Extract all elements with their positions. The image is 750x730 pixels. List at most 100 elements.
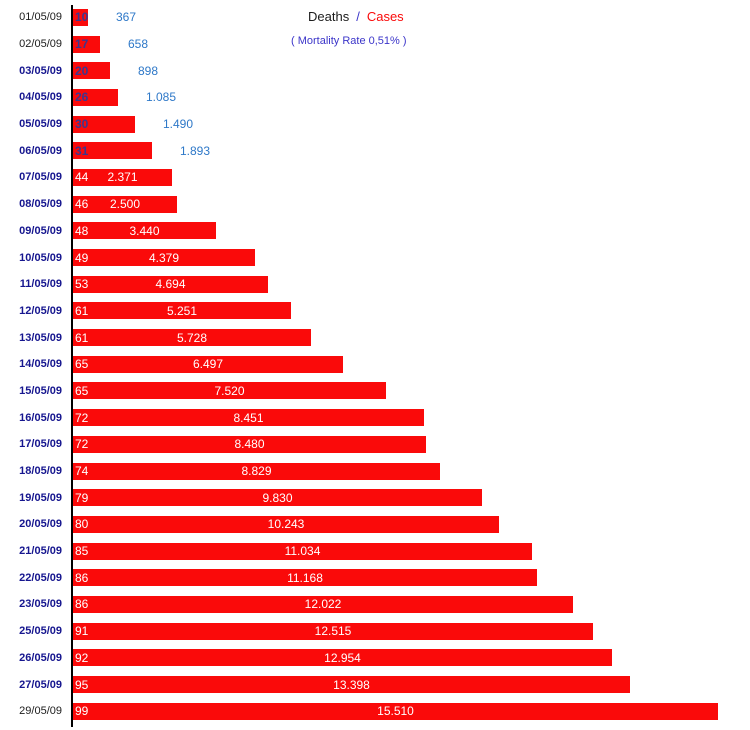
- chart-row: 10/05/09 49 4.379: [0, 244, 750, 271]
- cases-value: 12.515: [314, 624, 352, 639]
- cases-bar: 86 12.022: [73, 595, 573, 613]
- cases-bar: 91 12.515: [73, 622, 593, 640]
- deaths-value: 26: [75, 90, 89, 105]
- chart-legend: Deaths / Cases: [308, 9, 404, 24]
- deaths-value: 65: [75, 357, 89, 372]
- chart-row: 11/05/09 53 4.694: [0, 271, 750, 298]
- deaths-value: 72: [75, 437, 89, 452]
- chart-row: 03/05/09 20 898: [0, 57, 750, 84]
- cases-value: 5.728: [176, 330, 208, 345]
- cases-bar: 72 8.451: [73, 409, 424, 427]
- chart-rows: 01/05/09 10 367 02/05/09 17 658 03/05/09 20 898 0…: [0, 4, 750, 725]
- cases-bar: 10: [73, 8, 88, 26]
- chart-row: 23/05/09 86 12.022: [0, 591, 750, 618]
- deaths-value: 74: [75, 464, 89, 479]
- cases-value: 8.480: [234, 437, 265, 452]
- cases-value: 15.510: [377, 704, 414, 719]
- cases-value: 12.022: [304, 597, 342, 612]
- cases-value: 4.379: [148, 250, 180, 265]
- date-label: 11/05/09: [19, 278, 62, 291]
- date-label: 12/05/09: [19, 304, 62, 317]
- cases-value: 7.520: [214, 383, 245, 398]
- chart-row: 04/05/09 26 1.085: [0, 84, 750, 111]
- chart-row: 26/05/09 92 12.954: [0, 645, 750, 672]
- y-axis-line: [71, 5, 73, 727]
- chart-row: 16/05/09 72 8.451: [0, 404, 750, 431]
- deaths-value: 61: [75, 303, 89, 318]
- deaths-value: 46: [75, 197, 89, 212]
- cases-value: 5.251: [166, 303, 198, 318]
- deaths-value: 44: [75, 170, 89, 185]
- deaths-value: 86: [75, 570, 89, 585]
- date-label: 21/05/09: [19, 545, 62, 558]
- cases-bar: 92 12.954: [73, 649, 612, 667]
- cases-bar: 80 10.243: [73, 515, 499, 533]
- cases-bar: 61 5.251: [73, 302, 291, 320]
- cases-bar: 65 6.497: [73, 355, 343, 373]
- date-label: 22/05/09: [19, 571, 62, 584]
- cases-value: 13.398: [333, 677, 370, 692]
- deaths-value: 53: [75, 277, 89, 292]
- cases-value: 11.034: [284, 544, 321, 559]
- cases-bar: 20: [73, 62, 110, 80]
- deaths-value: 79: [75, 490, 89, 505]
- cases-value: 2.371: [107, 170, 138, 185]
- chart-row: 14/05/09 65 6.497: [0, 351, 750, 378]
- cases-value: 12.954: [324, 650, 361, 665]
- chart-row: 15/05/09 65 7.520: [0, 378, 750, 405]
- cases-value: 3.440: [129, 223, 160, 238]
- cases-bar: 95 13.398: [73, 676, 630, 694]
- cases-value: 1.893: [180, 143, 211, 158]
- cases-value: 1.490: [163, 117, 194, 132]
- cases-bar: 46 2.500: [73, 195, 177, 213]
- deaths-value: 86: [75, 597, 89, 612]
- cases-value: 8.451: [233, 410, 264, 425]
- legend-deaths-label: Deaths: [308, 9, 350, 24]
- date-label: 02/05/09: [19, 38, 62, 51]
- date-label: 14/05/09: [19, 358, 62, 371]
- cases-bar: 26: [73, 88, 118, 106]
- chart-row: 17/05/09 72 8.480: [0, 431, 750, 458]
- cases-bar: 86 11.168: [73, 569, 537, 587]
- chart-row: 21/05/09 85 11.034: [0, 538, 750, 565]
- chart-row: 19/05/09 79 9.830: [0, 484, 750, 511]
- chart-row: 02/05/09 17 658: [0, 31, 750, 58]
- date-label: 04/05/09: [19, 91, 62, 104]
- cases-value: 10.243: [267, 517, 305, 532]
- deaths-value: 61: [75, 330, 89, 345]
- deaths-value: 48: [75, 223, 89, 238]
- deaths-value: 72: [75, 410, 89, 425]
- chart-row: 29/05/09 99 15.510: [0, 698, 750, 725]
- deaths-value: 85: [75, 544, 89, 559]
- chart-row: 13/05/09 61 5.728: [0, 324, 750, 351]
- cases-bar: 31: [73, 142, 152, 160]
- cases-value: 6.497: [192, 357, 224, 372]
- date-label: 03/05/09: [19, 64, 62, 77]
- date-label: 18/05/09: [19, 465, 62, 478]
- chart-row: 18/05/09 74 8.829: [0, 458, 750, 485]
- cases-bar: 48 3.440: [73, 222, 216, 240]
- mortality-note: ( Mortality Rate 0,51% ): [291, 35, 407, 47]
- deaths-value: 20: [75, 63, 89, 78]
- cases-bar: 99 15.510: [73, 702, 718, 720]
- date-label: 10/05/09: [19, 251, 62, 264]
- chart-row: 05/05/09 30 1.490: [0, 111, 750, 138]
- date-label: 29/05/09: [19, 705, 62, 718]
- cases-value: 658: [128, 37, 149, 52]
- date-label: 05/05/09: [19, 118, 62, 131]
- legend-cases-label: Cases: [366, 9, 404, 24]
- cases-value: 11.168: [287, 570, 323, 585]
- cases-bar: 49 4.379: [73, 249, 255, 267]
- date-label: 23/05/09: [19, 598, 62, 611]
- cases-value: 2.500: [109, 197, 141, 212]
- date-label: 26/05/09: [19, 651, 62, 664]
- date-label: 09/05/09: [19, 224, 62, 237]
- deaths-value: 31: [75, 143, 89, 158]
- chart-row: 06/05/09 31 1.893: [0, 137, 750, 164]
- cases-bar: 44 2.371: [73, 168, 172, 186]
- cases-bar: 72 8.480: [73, 435, 426, 453]
- cases-bar: 17: [73, 35, 100, 53]
- chart-row: 01/05/09 10 367: [0, 4, 750, 31]
- date-label: 27/05/09: [19, 678, 62, 691]
- cases-bar: 74 8.829: [73, 462, 440, 480]
